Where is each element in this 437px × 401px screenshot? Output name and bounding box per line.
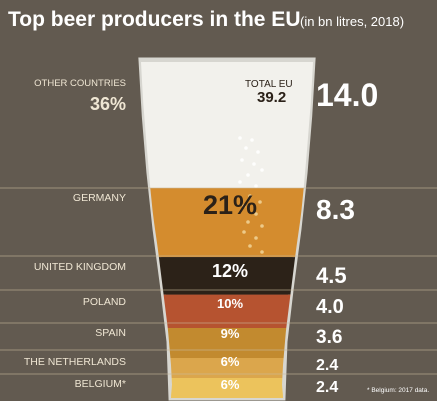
chart-title: Top beer producers in the EU [8,8,300,31]
value-label: 2.4 [316,379,338,396]
chart-rows: OTHER COUNTRIES 36% 14.0 GERMANY 21% 8.3 UNITE… [24,77,378,396]
bubble [256,150,260,154]
category-label: SPAIN [95,327,126,339]
category-label: POLAND [83,296,127,308]
beer-glass [138,57,316,401]
bubble [254,184,258,188]
category-label: BELGIUM* [75,378,126,390]
bubble [252,162,256,166]
footnote: * Belgium: 2017 data. [367,387,429,394]
share-label: 21% [203,190,257,220]
share-label: 10% [217,296,243,311]
bubble [242,230,246,234]
share-label: 6% [221,377,240,392]
bubble [258,200,262,204]
bubble [260,168,264,172]
glass-band-5 [170,358,284,378]
bubble [238,136,242,140]
share-label: 6% [221,354,240,369]
bubble [248,194,252,198]
glass-band-3 [163,294,291,328]
bubble [246,173,250,177]
total-eu-value: 39.2 [257,89,286,106]
bubble [254,212,258,216]
share-label: 9% [221,326,240,341]
value-label: 3.6 [316,327,342,348]
bubble [260,224,264,228]
row-dividers [0,187,437,375]
glass-band-2 [158,257,296,295]
bubble [244,146,248,150]
beer-bubbles [238,136,264,254]
share-label: 36% [90,94,126,114]
value-label: 4.5 [316,263,347,288]
category-label: OTHER COUNTRIES [34,78,126,89]
value-label: 4.0 [316,296,344,318]
bubble [240,158,244,162]
value-label: 14.0 [316,77,378,113]
share-label: 12% [212,261,248,281]
bubble [260,250,264,254]
category-label: GERMANY [73,192,126,204]
category-label: UNITED KINGDOM [34,261,126,273]
glass-foam [141,62,313,188]
bubble [238,180,242,184]
bubble [242,204,246,208]
value-label: 8.3 [316,194,355,225]
glass-band-6 [171,378,283,398]
category-label: THE NETHERLANDS [24,356,126,368]
value-label: 2.4 [316,357,338,374]
bubble [246,220,250,224]
glass-band-4 [167,328,287,358]
chart-subtitle: (in bn litres, 2018) [300,14,404,29]
total-eu-label: TOTAL EU [245,79,293,90]
bubble [248,244,252,248]
glass-band-1 [150,188,304,258]
bubble [254,236,258,240]
bubble [250,138,254,142]
